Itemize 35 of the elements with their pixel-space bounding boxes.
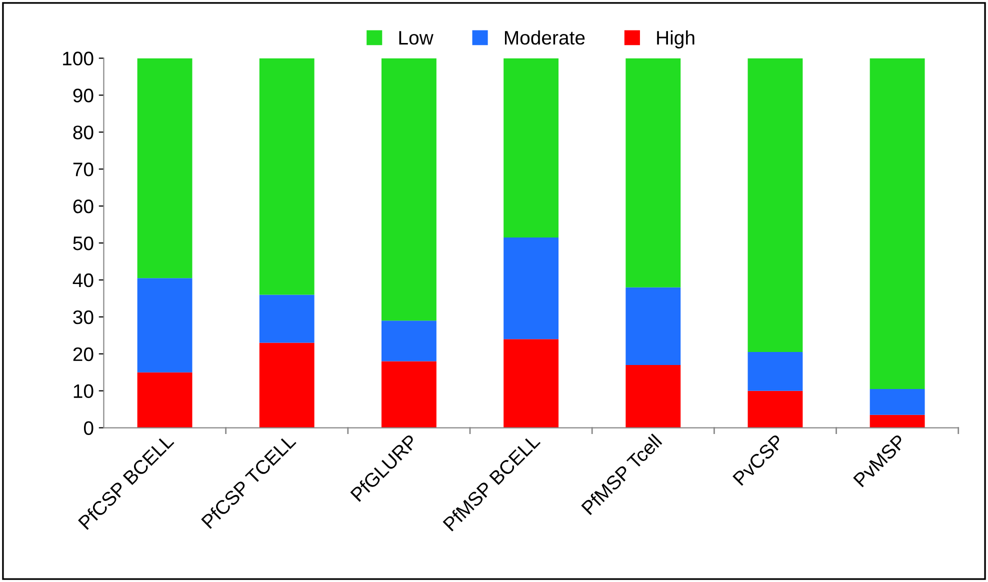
bar bbox=[137, 372, 192, 428]
y-tick-label: 20 bbox=[73, 347, 94, 362]
bar bbox=[381, 58, 436, 321]
bar bbox=[626, 287, 681, 365]
y-tick-label: 60 bbox=[73, 199, 94, 214]
bar bbox=[504, 237, 559, 340]
bar bbox=[870, 388, 925, 415]
legend-label: Moderate bbox=[504, 30, 585, 45]
bar bbox=[870, 414, 925, 428]
bar bbox=[259, 58, 314, 295]
bar bbox=[137, 278, 192, 372]
bar bbox=[381, 320, 436, 362]
legend-label: High bbox=[657, 30, 694, 48]
bar bbox=[381, 361, 436, 428]
bar bbox=[748, 390, 803, 428]
y-tick-label: 50 bbox=[73, 236, 94, 250]
bar bbox=[504, 339, 559, 428]
y-tick-label: 40 bbox=[72, 273, 94, 288]
y-tick-label: 90 bbox=[73, 88, 94, 102]
y-tick-label: 70 bbox=[73, 162, 94, 176]
legend-label: Low bbox=[399, 31, 434, 45]
bar bbox=[870, 58, 925, 389]
bar bbox=[626, 364, 681, 428]
y-tick-label: 100 bbox=[63, 52, 94, 66]
y-tick-label: 0 bbox=[84, 421, 94, 436]
y-tick-label: 10 bbox=[74, 384, 94, 398]
y-tick-label: 30 bbox=[73, 310, 94, 324]
bar bbox=[748, 352, 803, 391]
bar bbox=[137, 58, 192, 278]
bar bbox=[259, 342, 314, 428]
bar bbox=[504, 58, 559, 238]
bar bbox=[626, 58, 681, 288]
y-tick-label: 80 bbox=[73, 126, 94, 140]
bar bbox=[748, 58, 803, 352]
bar bbox=[259, 294, 314, 343]
